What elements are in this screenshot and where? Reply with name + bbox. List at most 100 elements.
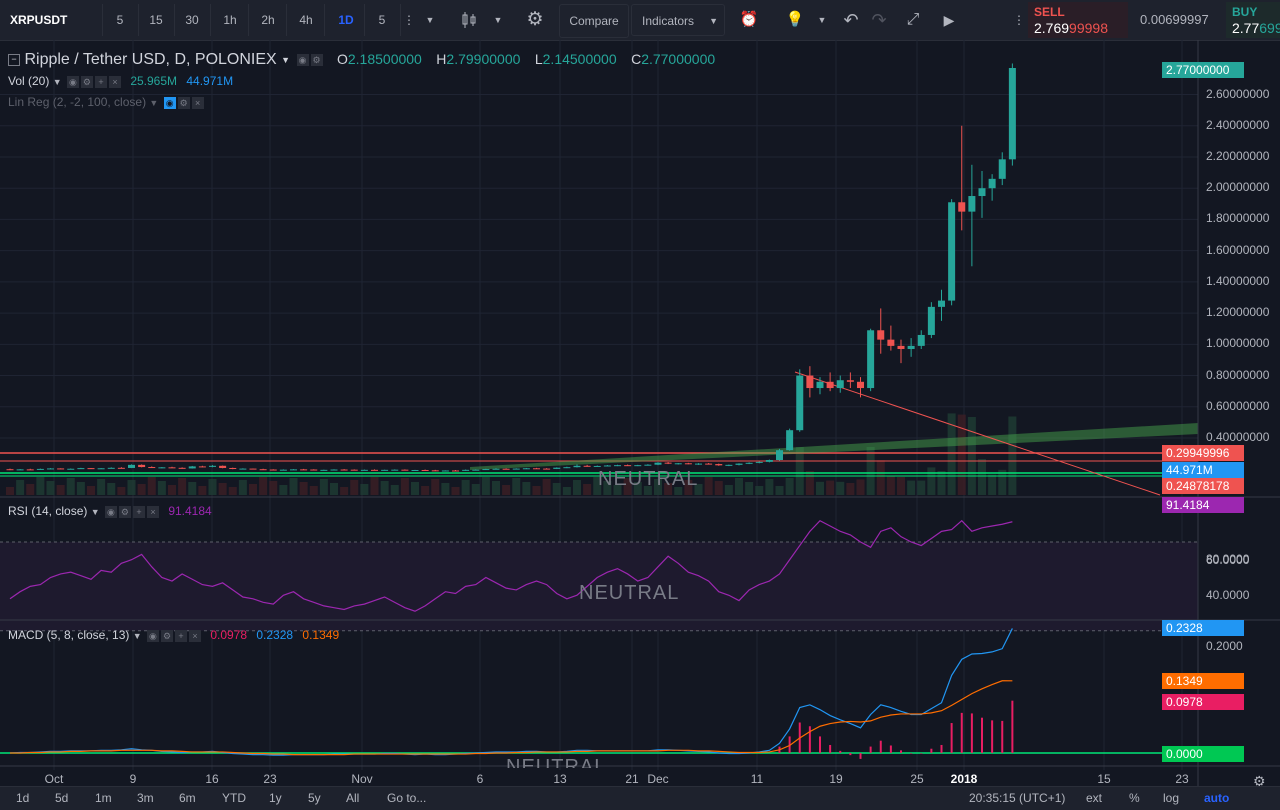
linreg-dropdown-icon[interactable]: ▼ <box>149 98 159 108</box>
play-icon[interactable]: ▶ <box>943 12 955 28</box>
interval-30m[interactable]: 30 <box>174 4 211 36</box>
interval-5[interactable]: 5 <box>364 4 401 36</box>
candle-body <box>441 470 449 472</box>
chart-title[interactable]: Ripple / Tether USD, D, POLONIEX <box>24 51 277 68</box>
range-1m[interactable]: 1m <box>95 791 112 805</box>
indicators-button[interactable]: Indicators ▼ <box>631 4 725 36</box>
candle-body <box>715 464 723 466</box>
buy-button[interactable]: BUY 2.77699 <box>1226 2 1280 38</box>
volume-bar <box>755 486 764 495</box>
candlestick-style-icon[interactable] <box>452 4 486 36</box>
high-value: 2.79900000 <box>446 51 521 67</box>
volume-bar <box>745 482 754 495</box>
chart-canvas[interactable] <box>0 40 1280 786</box>
vol-settings-icon[interactable]: ⚙ <box>80 75 93 88</box>
candle-body <box>867 330 875 389</box>
auto-toggle[interactable]: auto <box>1204 791 1230 805</box>
idea-dropdown-icon[interactable]: ▼ <box>817 15 827 25</box>
volume-bar <box>704 477 713 495</box>
vol-add-icon[interactable]: + <box>94 75 107 88</box>
rsi-close-icon[interactable]: × <box>146 505 159 518</box>
interval-dropdown-icon[interactable]: ▼ <box>425 15 435 25</box>
volume-bar <box>188 482 197 495</box>
rsi-eye-icon[interactable]: ◉ <box>104 505 117 518</box>
rsi-add-icon[interactable]: + <box>132 505 145 518</box>
rsi-dropdown-icon[interactable]: ▼ <box>90 507 100 517</box>
interval-15m[interactable]: 15 <box>138 4 175 36</box>
interval-1h[interactable]: 1h <box>212 4 249 36</box>
compare-button[interactable]: Compare <box>559 4 629 38</box>
macd-line-series <box>9 628 1013 756</box>
macd-add-icon[interactable]: + <box>174 629 187 642</box>
volume-bar <box>411 482 419 495</box>
candle-body <box>158 467 166 469</box>
range-ytd[interactable]: YTD <box>222 791 246 805</box>
linreg-label[interactable]: Lin Reg (2, -2, 100, close) <box>8 95 147 109</box>
settings-gear-icon[interactable]: ⚙ <box>526 9 544 30</box>
volume-bar <box>765 479 774 495</box>
vol-label[interactable]: Vol (20) <box>8 74 50 88</box>
rsi-settings-icon[interactable]: ⚙ <box>118 505 131 518</box>
macd-dropdown-icon[interactable]: ▼ <box>132 631 142 641</box>
rsi-series <box>9 519 1013 612</box>
axis-settings-gear-icon[interactable]: ⚙ <box>1253 773 1266 789</box>
range-5d[interactable]: 5d <box>55 791 69 805</box>
candle-body <box>603 465 611 467</box>
volume-bar <box>441 483 450 495</box>
interval-4h[interactable]: 4h <box>288 4 325 36</box>
clock[interactable]: 20:35:15 (UTC+1) <box>969 791 1066 805</box>
macd-eye-icon[interactable]: ◉ <box>146 629 159 642</box>
range-all[interactable]: All <box>346 791 360 805</box>
range-6m[interactable]: 6m <box>179 791 196 805</box>
macd-label[interactable]: MACD (5, 8, close, 13) <box>8 628 130 642</box>
percent-toggle[interactable]: % <box>1129 791 1140 805</box>
collapse-icon[interactable]: − <box>8 53 20 66</box>
linreg-settings-icon[interactable]: ⚙ <box>177 96 190 109</box>
candle-body <box>573 465 581 468</box>
vol-dropdown-icon[interactable]: ▼ <box>52 77 62 87</box>
idea-bulb-icon[interactable]: 💡 <box>785 11 805 28</box>
range-3m[interactable]: 3m <box>137 791 154 805</box>
linreg-eye-icon[interactable]: ◉ <box>163 96 176 109</box>
volume-bar <box>127 480 136 495</box>
redo-icon[interactable]: ↷ <box>871 10 887 30</box>
rsi-label[interactable]: RSI (14, close) <box>8 504 88 518</box>
undo-icon[interactable]: ↶ <box>843 10 859 30</box>
vol-close-icon[interactable]: × <box>108 75 121 88</box>
title-dropdown-icon[interactable]: ▼ <box>281 54 291 65</box>
fullscreen-icon[interactable]: ⤢ <box>906 11 920 28</box>
interval-5m[interactable]: 5 <box>102 4 139 36</box>
price-axis-label: 2.00000000 <box>1206 180 1270 195</box>
settings-icon[interactable]: ⚙ <box>310 53 323 66</box>
volume-bar <box>816 481 824 495</box>
linreg-legend: Lin Reg (2, -2, 100, close) ▼ ◉ ⚙ × <box>8 95 204 109</box>
upper-line-price-label: 0.29949996 <box>1162 445 1244 461</box>
rsi-line <box>9 519 1013 612</box>
chart-style-dropdown-icon[interactable]: ▼ <box>493 15 503 25</box>
ext-toggle[interactable]: ext <box>1086 791 1103 805</box>
candle-body <box>674 463 682 465</box>
open-value: 2.18500000 <box>347 51 422 67</box>
log-toggle[interactable]: log <box>1163 791 1180 805</box>
linreg-close-icon[interactable]: × <box>191 96 204 109</box>
more-intervals-icon[interactable]: ⋮ <box>403 13 415 27</box>
buy-price-highlight: 699 <box>1259 20 1280 36</box>
alert-clock-icon[interactable]: ⏰ <box>739 11 759 28</box>
range-5y[interactable]: 5y <box>308 791 321 805</box>
macd-settings-icon[interactable]: ⚙ <box>160 629 173 642</box>
symbol-search[interactable]: XRPUSDT <box>8 4 103 36</box>
candle-body <box>735 463 743 465</box>
range-1y[interactable]: 1y <box>269 791 282 805</box>
buy-price: 2.77699 <box>1232 20 1280 36</box>
sell-button[interactable]: SELL 2.76999998 <box>1028 2 1128 38</box>
interval-1d[interactable]: 1D <box>328 4 365 36</box>
interval-2h[interactable]: 2h <box>250 4 287 36</box>
goto-button[interactable]: Go to... <box>387 791 427 805</box>
candle-body <box>846 380 854 382</box>
eye-icon[interactable]: ◉ <box>296 53 309 66</box>
volume-bar <box>390 485 399 495</box>
range-1d[interactable]: 1d <box>16 791 30 805</box>
macd-close-icon[interactable]: × <box>188 629 201 642</box>
vol-eye-icon[interactable]: ◉ <box>66 75 79 88</box>
trade-handle-icon[interactable]: ⋮ <box>1013 13 1025 27</box>
